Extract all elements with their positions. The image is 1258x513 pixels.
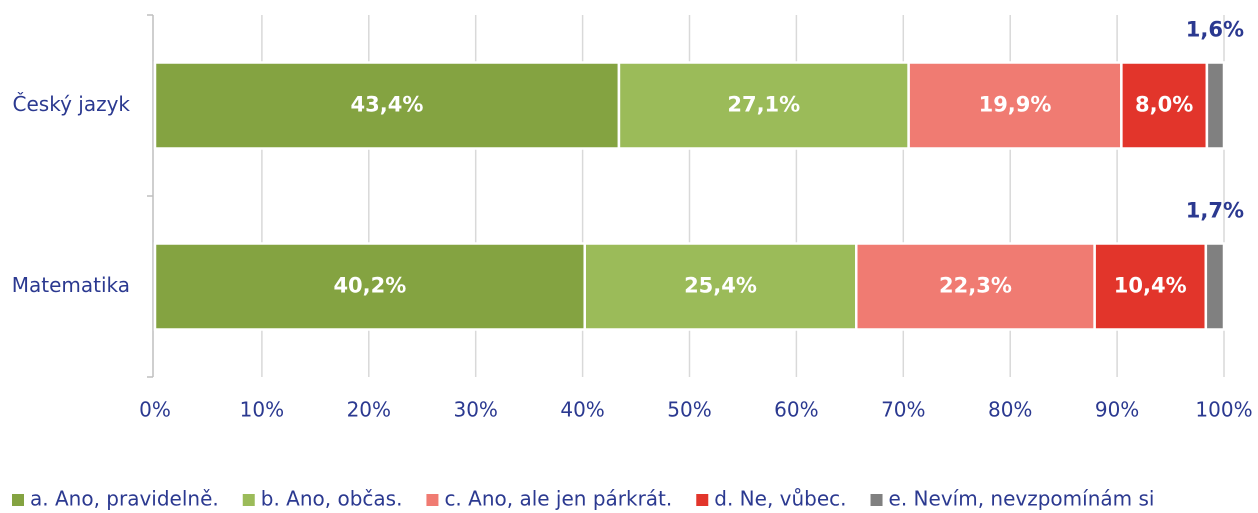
x-tick-label: 90% — [1095, 398, 1139, 422]
value-label: 10,4% — [1114, 274, 1187, 298]
value-label: 27,1% — [727, 93, 800, 117]
x-tick-label: 80% — [988, 398, 1032, 422]
legend-swatch — [426, 494, 439, 506]
legend-swatch — [870, 494, 883, 506]
legend-swatch — [12, 494, 24, 506]
legend-swatch — [242, 494, 255, 506]
value-label: 22,3% — [939, 274, 1012, 298]
value-label: 43,4% — [351, 93, 424, 117]
legend-label: a. Ano, pravidelně. — [30, 487, 219, 511]
x-tick-label: 50% — [667, 398, 711, 422]
legend-label: b. Ano, občas. — [261, 487, 403, 511]
x-tick-label: 30% — [453, 398, 497, 422]
bar-segment — [855, 242, 1096, 331]
bar-segment — [907, 61, 1123, 150]
legend-label: d. Ne, vůbec. — [714, 487, 846, 511]
bar-segment — [583, 242, 858, 331]
category-label: Matematika — [12, 273, 130, 297]
bar-segment — [1204, 242, 1226, 331]
x-tick-label: 20% — [347, 398, 391, 422]
value-label: 25,4% — [684, 274, 757, 298]
value-label: 1,6% — [1186, 18, 1244, 42]
x-tick-label: 10% — [240, 398, 284, 422]
legend-swatch — [696, 494, 709, 506]
legend-label: c. Ano, ale jen párkrát. — [444, 487, 672, 511]
bar-segment — [1205, 61, 1226, 150]
x-tick-label: 60% — [774, 398, 818, 422]
value-label: 19,9% — [979, 93, 1052, 117]
category-label: Český jazyk — [13, 92, 131, 116]
x-tick-label: 40% — [560, 398, 604, 422]
value-label: 1,7% — [1186, 199, 1244, 223]
value-label: 40,2% — [333, 274, 406, 298]
value-label: 8,0% — [1135, 93, 1193, 117]
bar-segment — [1093, 242, 1208, 331]
x-tick-label: 0% — [139, 398, 171, 422]
legend-label: e. Nevím, nevzpomínám si — [889, 487, 1155, 511]
x-tick-label: 100% — [1195, 398, 1252, 422]
x-tick-label: 70% — [881, 398, 925, 422]
